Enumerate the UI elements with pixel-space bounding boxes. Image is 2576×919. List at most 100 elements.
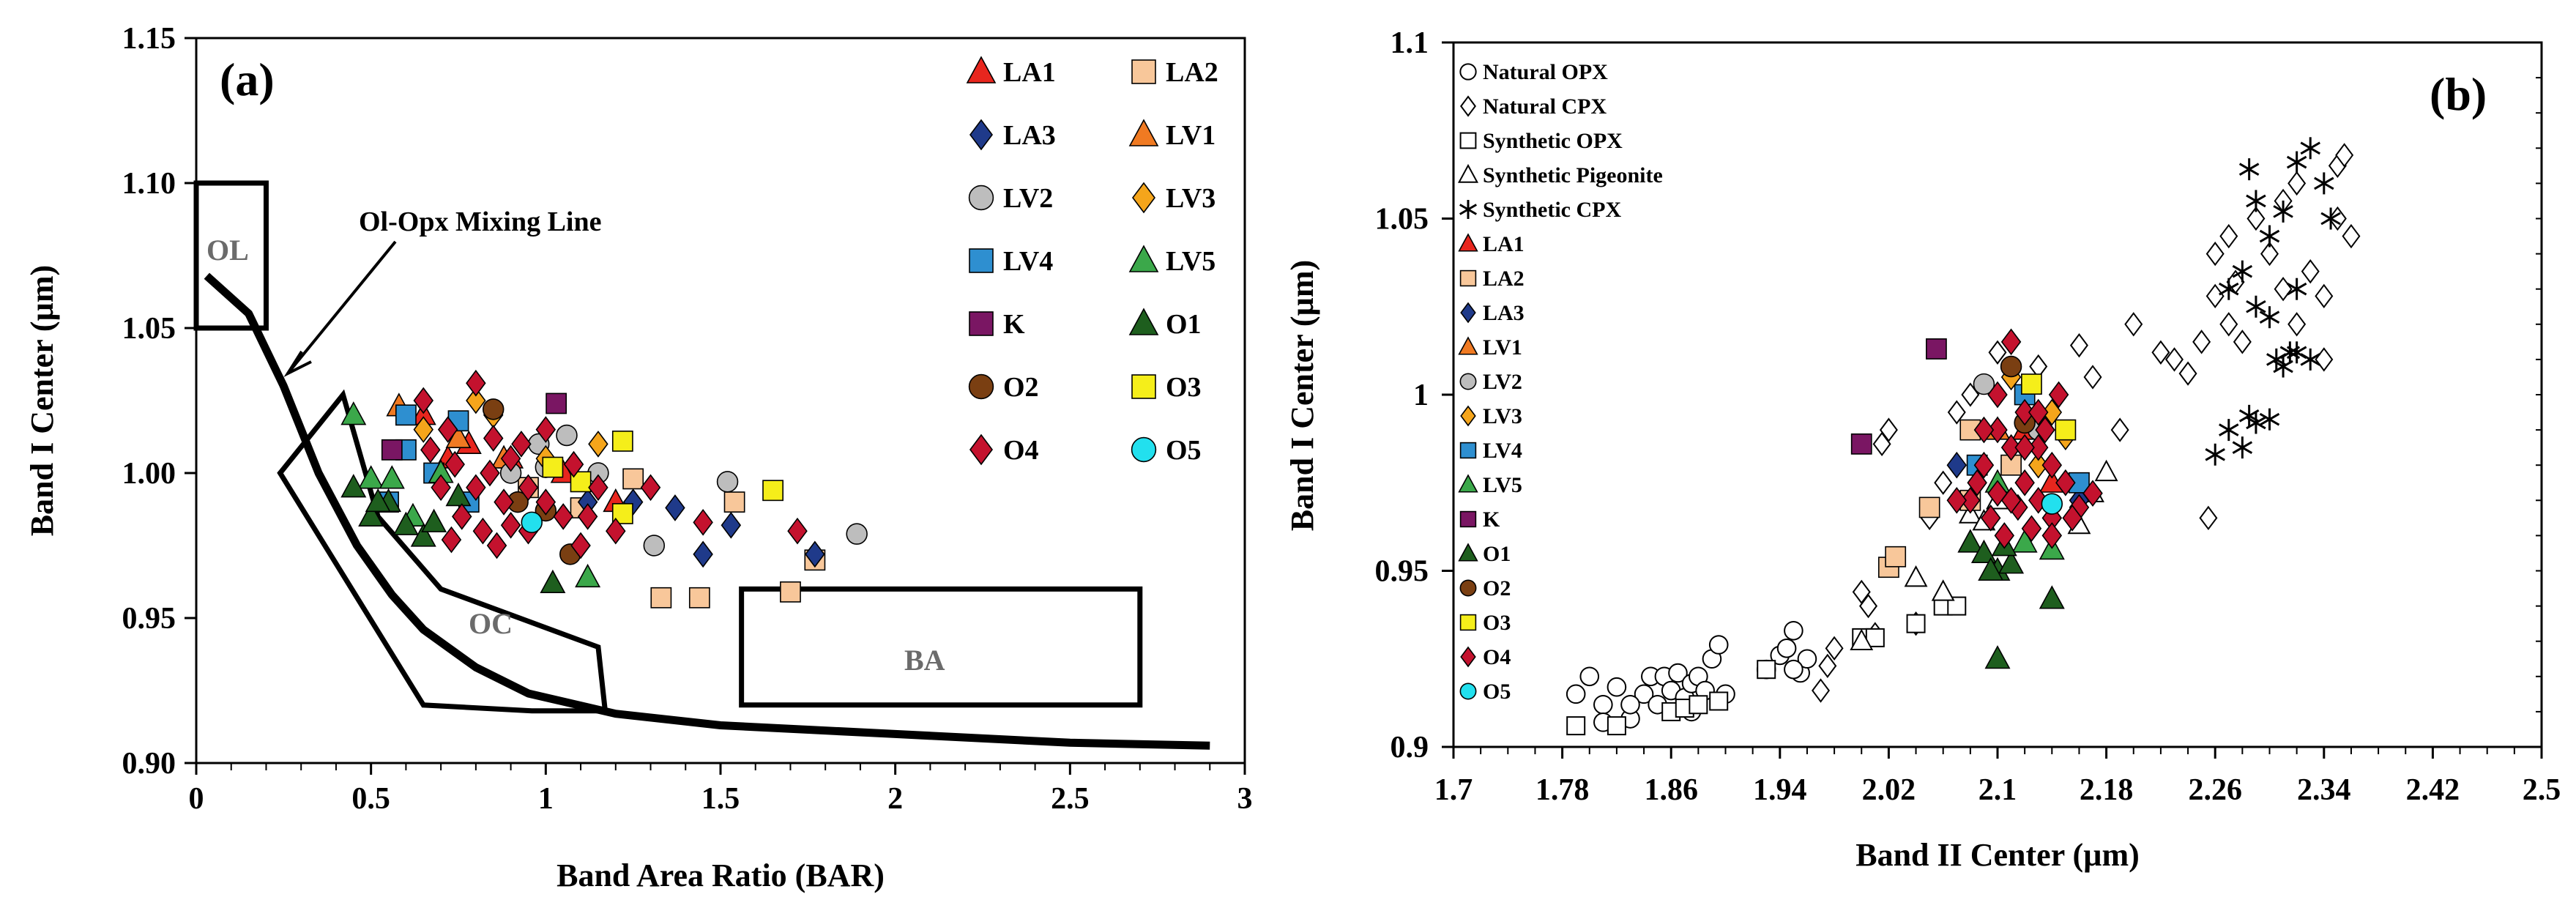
point-o4 [452, 503, 472, 530]
point-natural-cpx [2301, 258, 2320, 284]
point-k [546, 392, 567, 414]
point-o4 [494, 488, 514, 516]
point-o1 [1984, 645, 2011, 669]
legend-marker-lv3 [1132, 182, 1155, 214]
legend-marker-la1 [966, 56, 997, 83]
point-natural-cpx [2233, 330, 2252, 354]
point-o1 [1978, 557, 2004, 581]
point-o4 [553, 503, 573, 530]
point-k [1850, 433, 1872, 455]
point-o4 [2000, 328, 2022, 356]
point-synthetic-cpx [2314, 172, 2334, 195]
point-natural-cpx [2315, 283, 2334, 308]
legend-marker-o3 [1131, 374, 1156, 399]
mixing-line [204, 272, 1210, 750]
point-o4 [2000, 434, 2022, 461]
point-natural-opx [1784, 659, 1803, 680]
legend-marker-o1 [1458, 543, 1478, 562]
point-natural-cpx [2164, 347, 2184, 372]
legend-label-lv4: LV4 [1003, 246, 1053, 277]
panel-a-ticks: 0 0.5 1 1.5 2 2.5 3 0.90 0.95 1.00 1.05 1.10 1.15 [122, 22, 1253, 816]
point-o4 [2082, 480, 2103, 507]
legend-marker-o4 [969, 434, 993, 466]
point-synthetic-opx [1607, 716, 1626, 736]
legend-marker-natural-cpx [1460, 95, 1476, 117]
point-la2 [780, 581, 801, 603]
y-tick-label: 1.00 [122, 457, 176, 491]
point-natural-cpx [2178, 361, 2197, 386]
point-o5 [521, 511, 543, 534]
point-lv3 [588, 431, 608, 458]
ba-region-label: BA [904, 644, 945, 677]
point-natural-cpx [2246, 206, 2266, 231]
point-synthetic-pigeonite [1904, 565, 1928, 587]
legend-label-lv4: LV4 [1483, 439, 1522, 463]
panel-a-plot-frame [195, 37, 1246, 764]
panel-a-legend: LA1 LA2 LA3 LV1 LV2 LV3 LV4 LV5 K O1 O2 O3 O4 O5 [966, 56, 1218, 466]
x-tick-label: 1.7 [1434, 773, 1473, 807]
point-lv3 [466, 387, 486, 414]
ba-region [739, 586, 1143, 708]
legend-label-k: K [1483, 507, 1500, 532]
legend-label-lv2: LV2 [1003, 183, 1053, 214]
point-lv2 [643, 535, 666, 557]
point-o4 [2035, 416, 2055, 444]
panel-b-label: (b) [2430, 68, 2487, 120]
point-lv5 [575, 563, 601, 588]
legend-marker-o2 [968, 373, 994, 400]
legend-label-lv3: LV3 [1483, 404, 1522, 428]
point-la2 [1918, 496, 1940, 518]
point-natural-cpx [2219, 223, 2238, 249]
legend-label-o5: O5 [1483, 680, 1511, 704]
point-o4 [480, 459, 500, 487]
point-synthetic-cpx [2320, 207, 2341, 230]
point-o1 [1998, 550, 2025, 574]
point-o1 [2039, 585, 2065, 609]
point-o4 [420, 436, 441, 464]
point-o4 [472, 517, 494, 545]
y-tick-label: 1.1 [1391, 26, 1429, 60]
y-tick-label: 1.15 [122, 22, 176, 56]
point-natural-cpx [2205, 241, 2225, 267]
point-o4 [1987, 381, 2008, 409]
point-natural-opx [1776, 639, 1797, 658]
point-o4 [2000, 486, 2022, 514]
point-o4 [1946, 486, 1968, 514]
point-natural-cpx [2192, 330, 2211, 354]
point-o4 [486, 532, 507, 559]
point-o4 [535, 416, 556, 443]
point-synthetic-pigeonite [2094, 459, 2118, 482]
point-k [1926, 338, 1947, 360]
point-o4 [441, 526, 462, 554]
point-o3 [2021, 373, 2042, 395]
oc-region [277, 389, 608, 714]
point-o4 [2028, 434, 2049, 461]
point-o4 [570, 532, 591, 559]
y-tick-label: 1 [1413, 379, 1429, 412]
point-o4 [500, 511, 521, 539]
legend-marker-natural-opx [1459, 63, 1477, 81]
point-la2 [650, 587, 672, 609]
legend-label-la2: LA2 [1166, 57, 1218, 88]
point-synthetic-pigeonite [1850, 628, 1874, 650]
point-natural-cpx [2287, 171, 2307, 196]
point-o4 [1994, 522, 2015, 549]
point-natural-opx [1708, 635, 1729, 655]
point-lv4 [395, 404, 417, 426]
y-tick-label: 0.95 [122, 602, 176, 636]
y-tick-label: 1.05 [122, 312, 176, 346]
legend-label-synthetic-opx: Synthetic OPX [1483, 129, 1623, 153]
legend-marker-lv5 [1128, 245, 1159, 272]
point-o4 [2014, 398, 2035, 426]
legend-label-natural-opx: Natural OPX [1483, 60, 1608, 84]
point-o1 [540, 569, 566, 594]
point-synthetic-pigeonite [1931, 579, 1955, 601]
point-o4 [500, 444, 521, 472]
point-natural-cpx [1988, 340, 2007, 365]
point-o4 [2014, 434, 2035, 461]
point-natural-cpx [1879, 417, 1898, 442]
point-la3 [665, 494, 685, 521]
point-synthetic-cpx [2246, 412, 2266, 434]
point-o1 [1957, 529, 1984, 553]
x-tick-label: 2.42 [2406, 773, 2460, 807]
